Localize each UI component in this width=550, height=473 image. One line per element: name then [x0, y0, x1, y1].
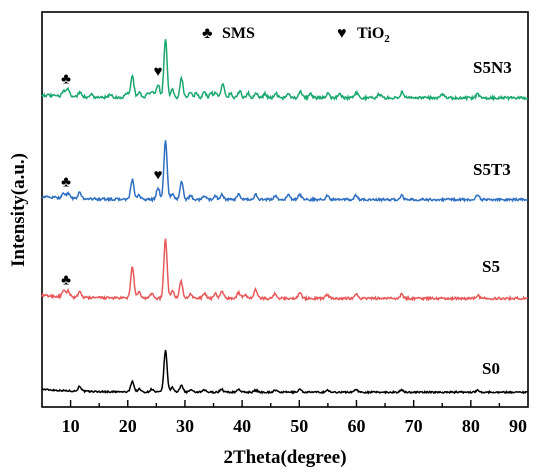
x-tick-label-60: 60: [347, 416, 365, 436]
x-tick-label-20: 20: [119, 416, 137, 436]
tio2-marker-s5n3: ♥: [154, 64, 163, 80]
x-tick-label-90: 90: [509, 416, 527, 436]
x-axis-ticks: 10 20 30 40 50 60 70 80 90: [62, 400, 527, 436]
legend-label-tio2-subscript: 2: [384, 33, 390, 45]
legend-symbol-sms: ♣: [202, 25, 213, 42]
sms-marker-s5n3: ♣: [61, 71, 71, 87]
x-tick-label-50: 50: [290, 416, 308, 436]
series-label-layer: S0 S5 S5T3 S5N3: [473, 58, 512, 378]
series-label-s5n3: S5N3: [473, 58, 512, 77]
series-label-s0: S0: [482, 359, 500, 378]
annotation-layer: ♣ ♥ ♣ ♥ ♣: [61, 64, 163, 289]
series-line-s5n3: [41, 39, 529, 102]
x-tick-label-70: 70: [405, 416, 423, 436]
legend-label-sms: SMS: [222, 25, 255, 42]
x-tick-label-80: 80: [462, 416, 480, 436]
x-tick-label-30: 30: [176, 416, 194, 436]
y-axis-label: Intensity(a.u.): [8, 153, 29, 267]
plot-frame: [41, 11, 529, 408]
x-tick-label-40: 40: [233, 416, 251, 436]
tio2-marker-s5t3: ♥: [154, 168, 163, 184]
legend-label-tio2: TiO2: [357, 25, 390, 45]
series-layer: [41, 39, 529, 395]
series-line-s0: [41, 349, 529, 395]
x-tick-label-10: 10: [62, 416, 80, 436]
legend-symbol-tio2: ♥: [337, 25, 347, 42]
sms-marker-s5: ♣: [61, 273, 71, 289]
series-line-s5: [41, 238, 529, 302]
legend: ♣ SMS ♥ TiO2: [202, 25, 390, 45]
x-axis-label: 2Theta(degree): [223, 447, 346, 468]
series-line-s5t3: [41, 140, 529, 203]
legend-label-tio2-main: TiO: [357, 25, 384, 42]
sms-marker-s5t3: ♣: [61, 175, 71, 191]
series-label-s5t3: S5T3: [473, 160, 511, 179]
series-label-s5: S5: [482, 257, 500, 276]
